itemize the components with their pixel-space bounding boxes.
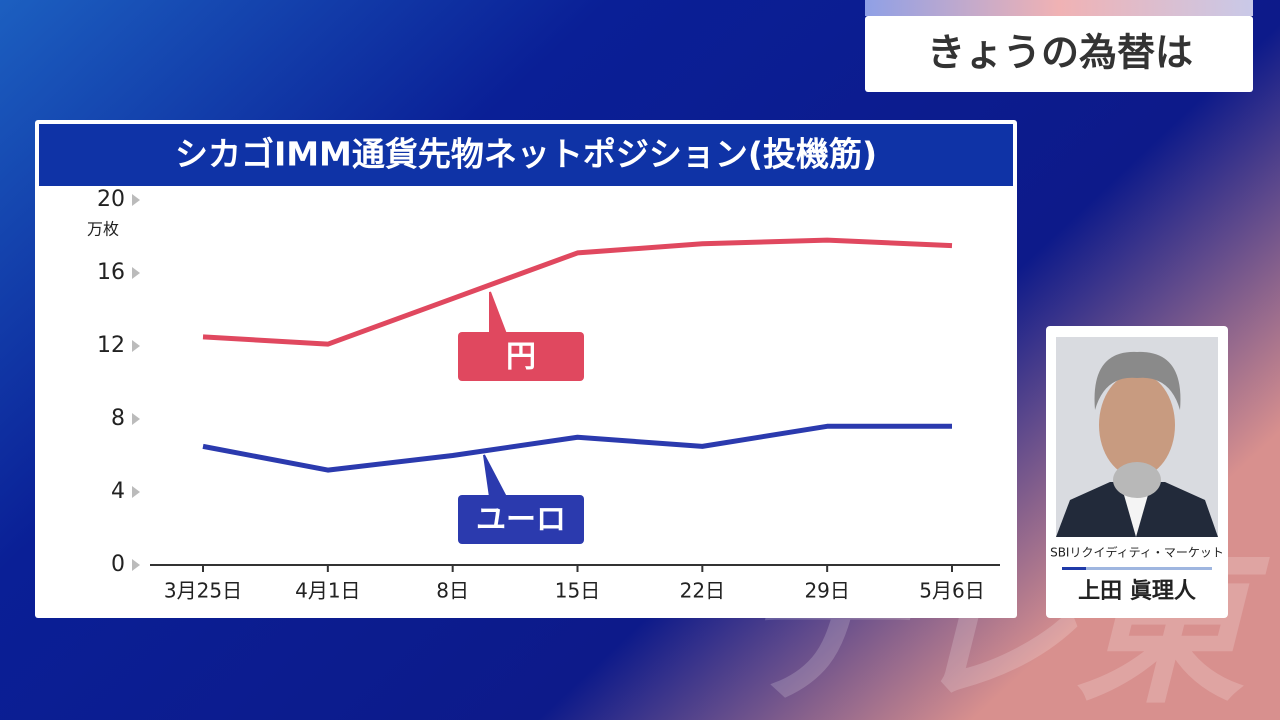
y-tick-label: 20 [97, 187, 125, 212]
series-line [202, 237, 953, 347]
presenter-name: 上田 眞理人 [1078, 578, 1196, 604]
x-tick-label: 15日 [555, 579, 600, 603]
x-tick-label: 4月1日 [295, 579, 360, 603]
photo-hair [1094, 351, 1181, 410]
x-tick-label: 5月6日 [919, 579, 984, 603]
header-accent [865, 0, 1253, 16]
photo-face [1099, 373, 1175, 477]
y-tick-mark [132, 340, 140, 352]
series-label: ユーロ [476, 503, 566, 538]
series-label: 円 [506, 340, 536, 375]
photo-shirt [1124, 495, 1148, 537]
header-title: きょうの為替は [927, 31, 1193, 75]
x-tick-label: 22日 [680, 579, 725, 603]
y-tick-mark [132, 194, 140, 206]
x-tick-label: 3月25日 [164, 579, 242, 603]
series-label-box [458, 495, 584, 544]
y-tick-label: 0 [111, 552, 125, 577]
y-tick-mark [132, 486, 140, 498]
presenter-rule [1062, 567, 1212, 570]
y-tick-mark [132, 267, 140, 279]
header-box [865, 16, 1253, 92]
y-tick-mark [132, 559, 140, 571]
y-tick-label: 16 [97, 260, 125, 285]
chart-title-bar [39, 124, 1013, 186]
y-tick-label: 8 [111, 406, 125, 431]
y-tick-mark [132, 413, 140, 425]
presenter-company: SBIリクイディティ・マーケット [1050, 545, 1224, 560]
x-tick-label: 29日 [804, 579, 849, 603]
y-tick-label: 4 [111, 479, 125, 504]
y-axis-unit: 万枚 [87, 220, 119, 239]
x-tick-label: 8日 [436, 579, 469, 603]
series-line [202, 423, 952, 473]
presenter-rule-accent [1062, 567, 1086, 570]
photo-beard [1113, 462, 1161, 498]
series-label-box [458, 332, 584, 381]
y-tick-label: 12 [97, 333, 125, 358]
chart-title: シカゴIMM通貨先物ネットポジション(投機筋) [175, 135, 877, 174]
